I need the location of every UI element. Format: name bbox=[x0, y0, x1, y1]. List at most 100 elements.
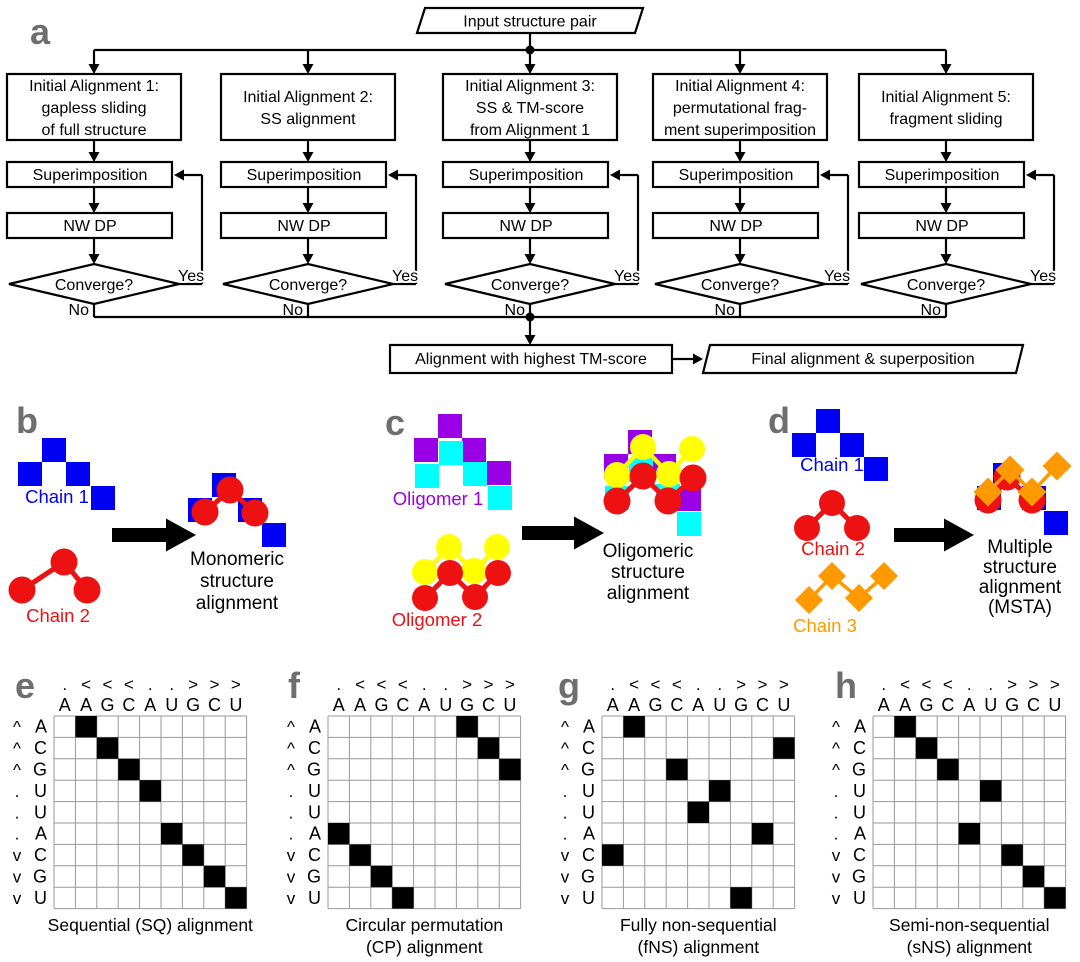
initial-alignment-text: Initial Alignment 1: bbox=[29, 78, 159, 95]
residue-square bbox=[488, 486, 512, 510]
panel-letter-b: b bbox=[16, 400, 38, 441]
matrix-col-label: A bbox=[607, 695, 619, 715]
matrix-row-label: G bbox=[307, 867, 321, 887]
superimposition-label: Superimposition bbox=[33, 167, 148, 184]
matrix-col-marker: . bbox=[988, 675, 993, 694]
matrix-cell-filled bbox=[225, 887, 247, 909]
residue-circle bbox=[241, 499, 269, 527]
initial-alignment-text: Initial Alignment 5: bbox=[881, 89, 1011, 106]
residue-diamond bbox=[845, 584, 873, 612]
panel-letter-g: g bbox=[558, 665, 580, 706]
matrix-row-label: C bbox=[853, 845, 866, 865]
matrix-row-marker: v bbox=[832, 868, 841, 887]
matrix-col-label: U bbox=[503, 695, 516, 715]
residue-circle bbox=[412, 559, 438, 585]
matrix-cell-filled bbox=[118, 758, 140, 781]
matrix-col-marker: > bbox=[462, 675, 472, 694]
chain-label: Chain 1 bbox=[800, 454, 864, 475]
flowchart-column-5: Initial Alignment 5: fragment sliding Supe… bbox=[857, 50, 1058, 321]
matrix-col-label: G bbox=[648, 695, 662, 715]
matrix-col-marker: . bbox=[422, 675, 427, 694]
arrowhead-down bbox=[302, 254, 314, 264]
matrix-row-label: U bbox=[853, 781, 866, 801]
matrix-row-marker: ^ bbox=[832, 761, 840, 780]
result-caption-line: structure bbox=[200, 571, 274, 592]
residue-square bbox=[91, 486, 115, 510]
matrix-row-marker: v bbox=[287, 889, 296, 908]
initial-alignment-box bbox=[219, 72, 397, 142]
matrix-col-marker: < bbox=[103, 675, 113, 694]
matrix-col-marker: > bbox=[231, 675, 241, 694]
residue-circle bbox=[656, 461, 682, 487]
matrix-row-label: U bbox=[308, 802, 321, 822]
matrix-cell-filled bbox=[709, 780, 731, 802]
nwdp-box bbox=[857, 211, 1026, 240]
nwdp-label: NW DP bbox=[63, 218, 116, 235]
matrix-row-marker: v bbox=[561, 889, 570, 908]
initial-alignment-box bbox=[5, 72, 183, 142]
residue-square bbox=[438, 414, 462, 438]
matrix-row-label: U bbox=[582, 781, 595, 801]
arrowhead-down bbox=[734, 254, 746, 264]
result-caption-line: alignment bbox=[196, 593, 279, 614]
matrix-col-label: C bbox=[756, 695, 769, 715]
residue-circle bbox=[8, 576, 36, 604]
matrix-row-label: U bbox=[582, 888, 595, 908]
matrix-cell-filled bbox=[349, 844, 371, 866]
matrix-row-marker: v bbox=[287, 868, 296, 887]
matrix-col-marker: > bbox=[484, 675, 494, 694]
residue-circle bbox=[412, 585, 438, 611]
residue-circle bbox=[794, 515, 820, 541]
matrix-cell-filled bbox=[915, 737, 938, 759]
matrix-row-marker: v bbox=[13, 868, 22, 887]
matrix-col-label: A bbox=[144, 695, 156, 715]
matrix-cell-filled bbox=[687, 801, 709, 823]
residue-circle bbox=[216, 476, 244, 504]
matrix-row-label: U bbox=[853, 888, 866, 908]
matrix-col-marker: . bbox=[696, 675, 701, 694]
matrix-row-marker: . bbox=[289, 803, 294, 822]
result-caption-line: Multiple bbox=[987, 537, 1052, 558]
matrix-caption-line: (CP) alignment bbox=[366, 937, 483, 957]
matrix-row-label: C bbox=[582, 738, 595, 758]
matrix-cell-filled bbox=[456, 716, 478, 738]
result-caption-line: alignment bbox=[979, 577, 1062, 598]
arrowhead-right bbox=[693, 353, 703, 365]
matrix-caption-line: (sNS) alignment bbox=[907, 937, 1033, 957]
matrix-cell-filled bbox=[96, 737, 119, 759]
matrix-cell-filled bbox=[980, 780, 1002, 802]
matrix-row-label: G bbox=[33, 867, 47, 887]
matrix-row-label: C bbox=[34, 738, 47, 758]
matrix-col-marker: > bbox=[188, 675, 198, 694]
panel-c: c Oligomer 1 Oligomer 2 Oligomericstructure… bbox=[385, 402, 707, 630]
arrowhead-down bbox=[940, 152, 952, 162]
matrix-col-marker: < bbox=[355, 675, 365, 694]
arrowhead-down bbox=[302, 64, 314, 74]
matrix-col-label: U bbox=[165, 695, 178, 715]
chain-label: Oligomer 2 bbox=[392, 609, 482, 630]
matrix-col-label: A bbox=[333, 695, 345, 715]
matrix-col-marker: < bbox=[672, 675, 682, 694]
matrix-col-label: C bbox=[396, 695, 409, 715]
matrix-row-marker: . bbox=[15, 782, 20, 801]
arrowhead-down bbox=[940, 64, 952, 74]
arrowhead-down bbox=[88, 64, 100, 74]
initial-alignment-text: of full structure bbox=[42, 122, 147, 139]
matrix-col-marker: > bbox=[779, 675, 789, 694]
matrix-row-label: A bbox=[854, 824, 866, 844]
matrix-cell-filled bbox=[1044, 887, 1066, 909]
result-caption-line: Oligomeric bbox=[603, 541, 694, 562]
matrix-cell-filled bbox=[1022, 865, 1045, 888]
matrix-row-label: G bbox=[852, 760, 866, 780]
matrix-row-marker: ^ bbox=[832, 739, 840, 758]
converge-label: Converge? bbox=[907, 277, 985, 294]
matrix-row-label: A bbox=[583, 824, 595, 844]
initial-alignment-text: SS & TM-score bbox=[476, 100, 584, 117]
yes-label: Yes bbox=[392, 268, 418, 285]
arrowhead-down bbox=[734, 152, 746, 162]
matrix-col-label: G bbox=[374, 695, 388, 715]
chain-label: Chain 3 bbox=[793, 615, 857, 636]
matrix-row-marker: . bbox=[563, 803, 568, 822]
result-caption-line: (MSTA) bbox=[988, 597, 1052, 618]
arrowhead-down bbox=[524, 254, 536, 264]
